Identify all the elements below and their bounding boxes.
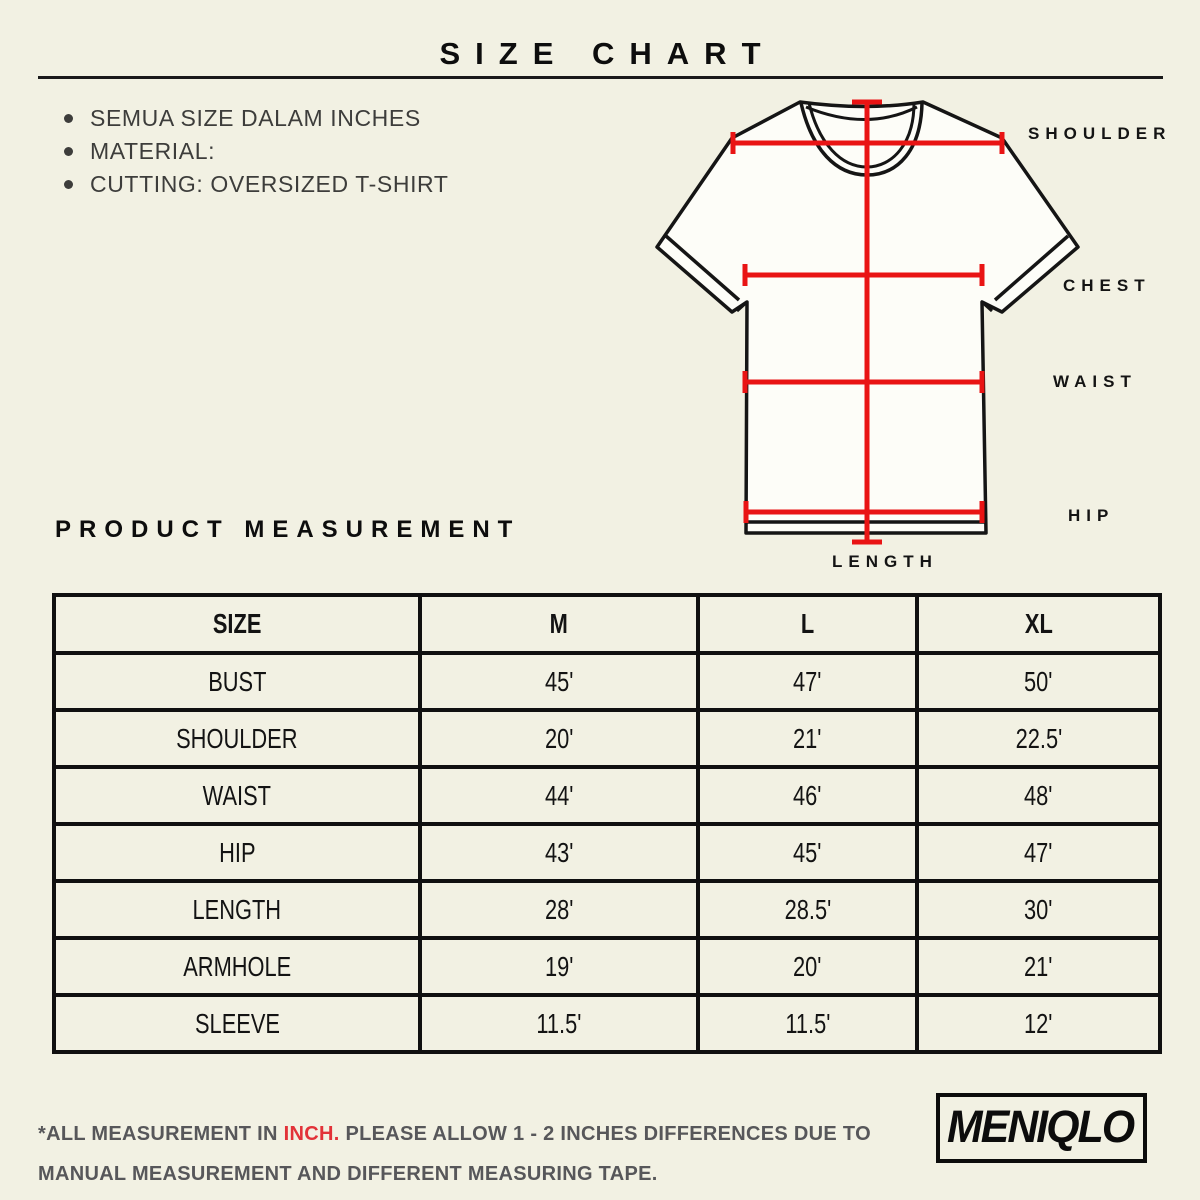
- row-label-cell: ARMHOLE: [52, 936, 422, 997]
- value-cell: 45': [696, 822, 919, 883]
- row-label-cell: SLEEVE: [52, 993, 422, 1054]
- value-cell: 22.5': [915, 708, 1162, 769]
- value-cell: 48': [915, 765, 1162, 826]
- note-text: SEMUA SIZE DALAM INCHES: [90, 105, 421, 131]
- note-item: MATERIAL:: [64, 135, 449, 168]
- table-row: LENGTH 28' 28.5' 30': [52, 879, 1162, 940]
- value-cell: 11.5': [418, 993, 700, 1054]
- section-title: PRODUCT MEASUREMENT: [55, 516, 521, 543]
- chest-measure-line: [742, 264, 985, 286]
- value-cell: 12': [915, 993, 1162, 1054]
- bullet-dot-icon: [64, 180, 73, 189]
- waist-label: WAIST: [1053, 372, 1137, 391]
- waist-measure-line: [742, 371, 985, 393]
- value-cell: 43': [418, 822, 700, 883]
- table-row: HIP 43' 45' 47': [52, 822, 1162, 883]
- chest-label: CHEST: [1063, 276, 1151, 295]
- value-cell: 47': [696, 651, 919, 712]
- column-header-xl: XL: [915, 593, 1162, 655]
- bullet-dot-icon: [64, 147, 73, 156]
- shoulder-label: SHOULDER: [1028, 124, 1172, 143]
- row-label-cell: SHOULDER: [52, 708, 422, 769]
- value-cell: 20': [418, 708, 700, 769]
- hip-label: HIP: [1068, 506, 1115, 525]
- title-divider: [38, 76, 1163, 79]
- table-header-row: SIZE M L XL: [52, 593, 1162, 655]
- value-cell: 46': [696, 765, 919, 826]
- product-notes: SEMUA SIZE DALAM INCHES MATERIAL: CUTTIN…: [64, 102, 449, 201]
- note-item: CUTTING: OVERSIZED T-SHIRT: [64, 168, 449, 201]
- value-cell: 28': [418, 879, 700, 940]
- value-cell: 30': [915, 879, 1162, 940]
- value-cell: 50': [915, 651, 1162, 712]
- note-text: CUTTING: OVERSIZED T-SHIRT: [90, 171, 449, 197]
- disclaimer-highlight: INCH.: [283, 1123, 340, 1145]
- value-cell: 19': [418, 936, 700, 997]
- length-measure-line: [852, 99, 882, 545]
- value-cell: 44': [418, 765, 700, 826]
- disclaimer-prefix: *ALL MEASUREMENT IN: [38, 1123, 284, 1145]
- value-cell: 45': [418, 651, 700, 712]
- tshirt-diagram-svg: [655, 99, 1080, 545]
- disclaimer-suffix: PLEASE ALLOW 1 - 2 INCHES DIFFERENCES DU…: [38, 1123, 871, 1185]
- measurement-disclaimer: *ALL MEASUREMENT IN INCH. PLEASE ALLOW 1…: [38, 1114, 888, 1194]
- row-label-cell: BUST: [52, 651, 422, 712]
- right-underarm-seam: [980, 300, 994, 313]
- table-row: BUST 45' 47' 50': [52, 651, 1162, 712]
- column-header-size: SIZE: [52, 593, 422, 655]
- length-label: LENGTH: [832, 552, 938, 571]
- value-cell: 47': [915, 822, 1162, 883]
- hip-measure-line: [743, 501, 985, 523]
- table-row: WAIST 44' 46' 48': [52, 765, 1162, 826]
- left-underarm-seam: [735, 300, 749, 313]
- value-cell: 21': [696, 708, 919, 769]
- row-label-cell: WAIST: [52, 765, 422, 826]
- row-label-cell: LENGTH: [52, 879, 422, 940]
- value-cell: 21': [915, 936, 1162, 997]
- table-row: SHOULDER 20' 21' 22.5': [52, 708, 1162, 769]
- column-header-m: M: [418, 593, 700, 655]
- table-row: ARMHOLE 19' 20' 21': [52, 936, 1162, 997]
- brand-logo: MENIQLO: [936, 1093, 1147, 1163]
- table-row: SLEEVE 11.5' 11.5' 12': [52, 993, 1162, 1054]
- value-cell: 28.5': [696, 879, 919, 940]
- shoulder-measure-line: [730, 132, 1005, 154]
- value-cell: 11.5': [696, 993, 919, 1054]
- note-text: MATERIAL:: [90, 138, 216, 164]
- right-cuff-seam: [993, 234, 1070, 302]
- bullet-dot-icon: [64, 114, 73, 123]
- brand-logo-text: MENIQLO: [947, 1100, 1135, 1152]
- note-item: SEMUA SIZE DALAM INCHES: [64, 102, 449, 135]
- measurement-table: SIZE M L XL BUST 45' 47' 50' SHOULDER 20' 21' 22.5…: [52, 593, 1162, 1054]
- page-title: SIZE CHART: [439, 36, 776, 71]
- left-cuff-seam: [664, 234, 741, 302]
- column-header-l: L: [696, 593, 919, 655]
- collar-band-line: [805, 105, 918, 121]
- value-cell: 20': [696, 936, 919, 997]
- row-label-cell: HIP: [52, 822, 422, 883]
